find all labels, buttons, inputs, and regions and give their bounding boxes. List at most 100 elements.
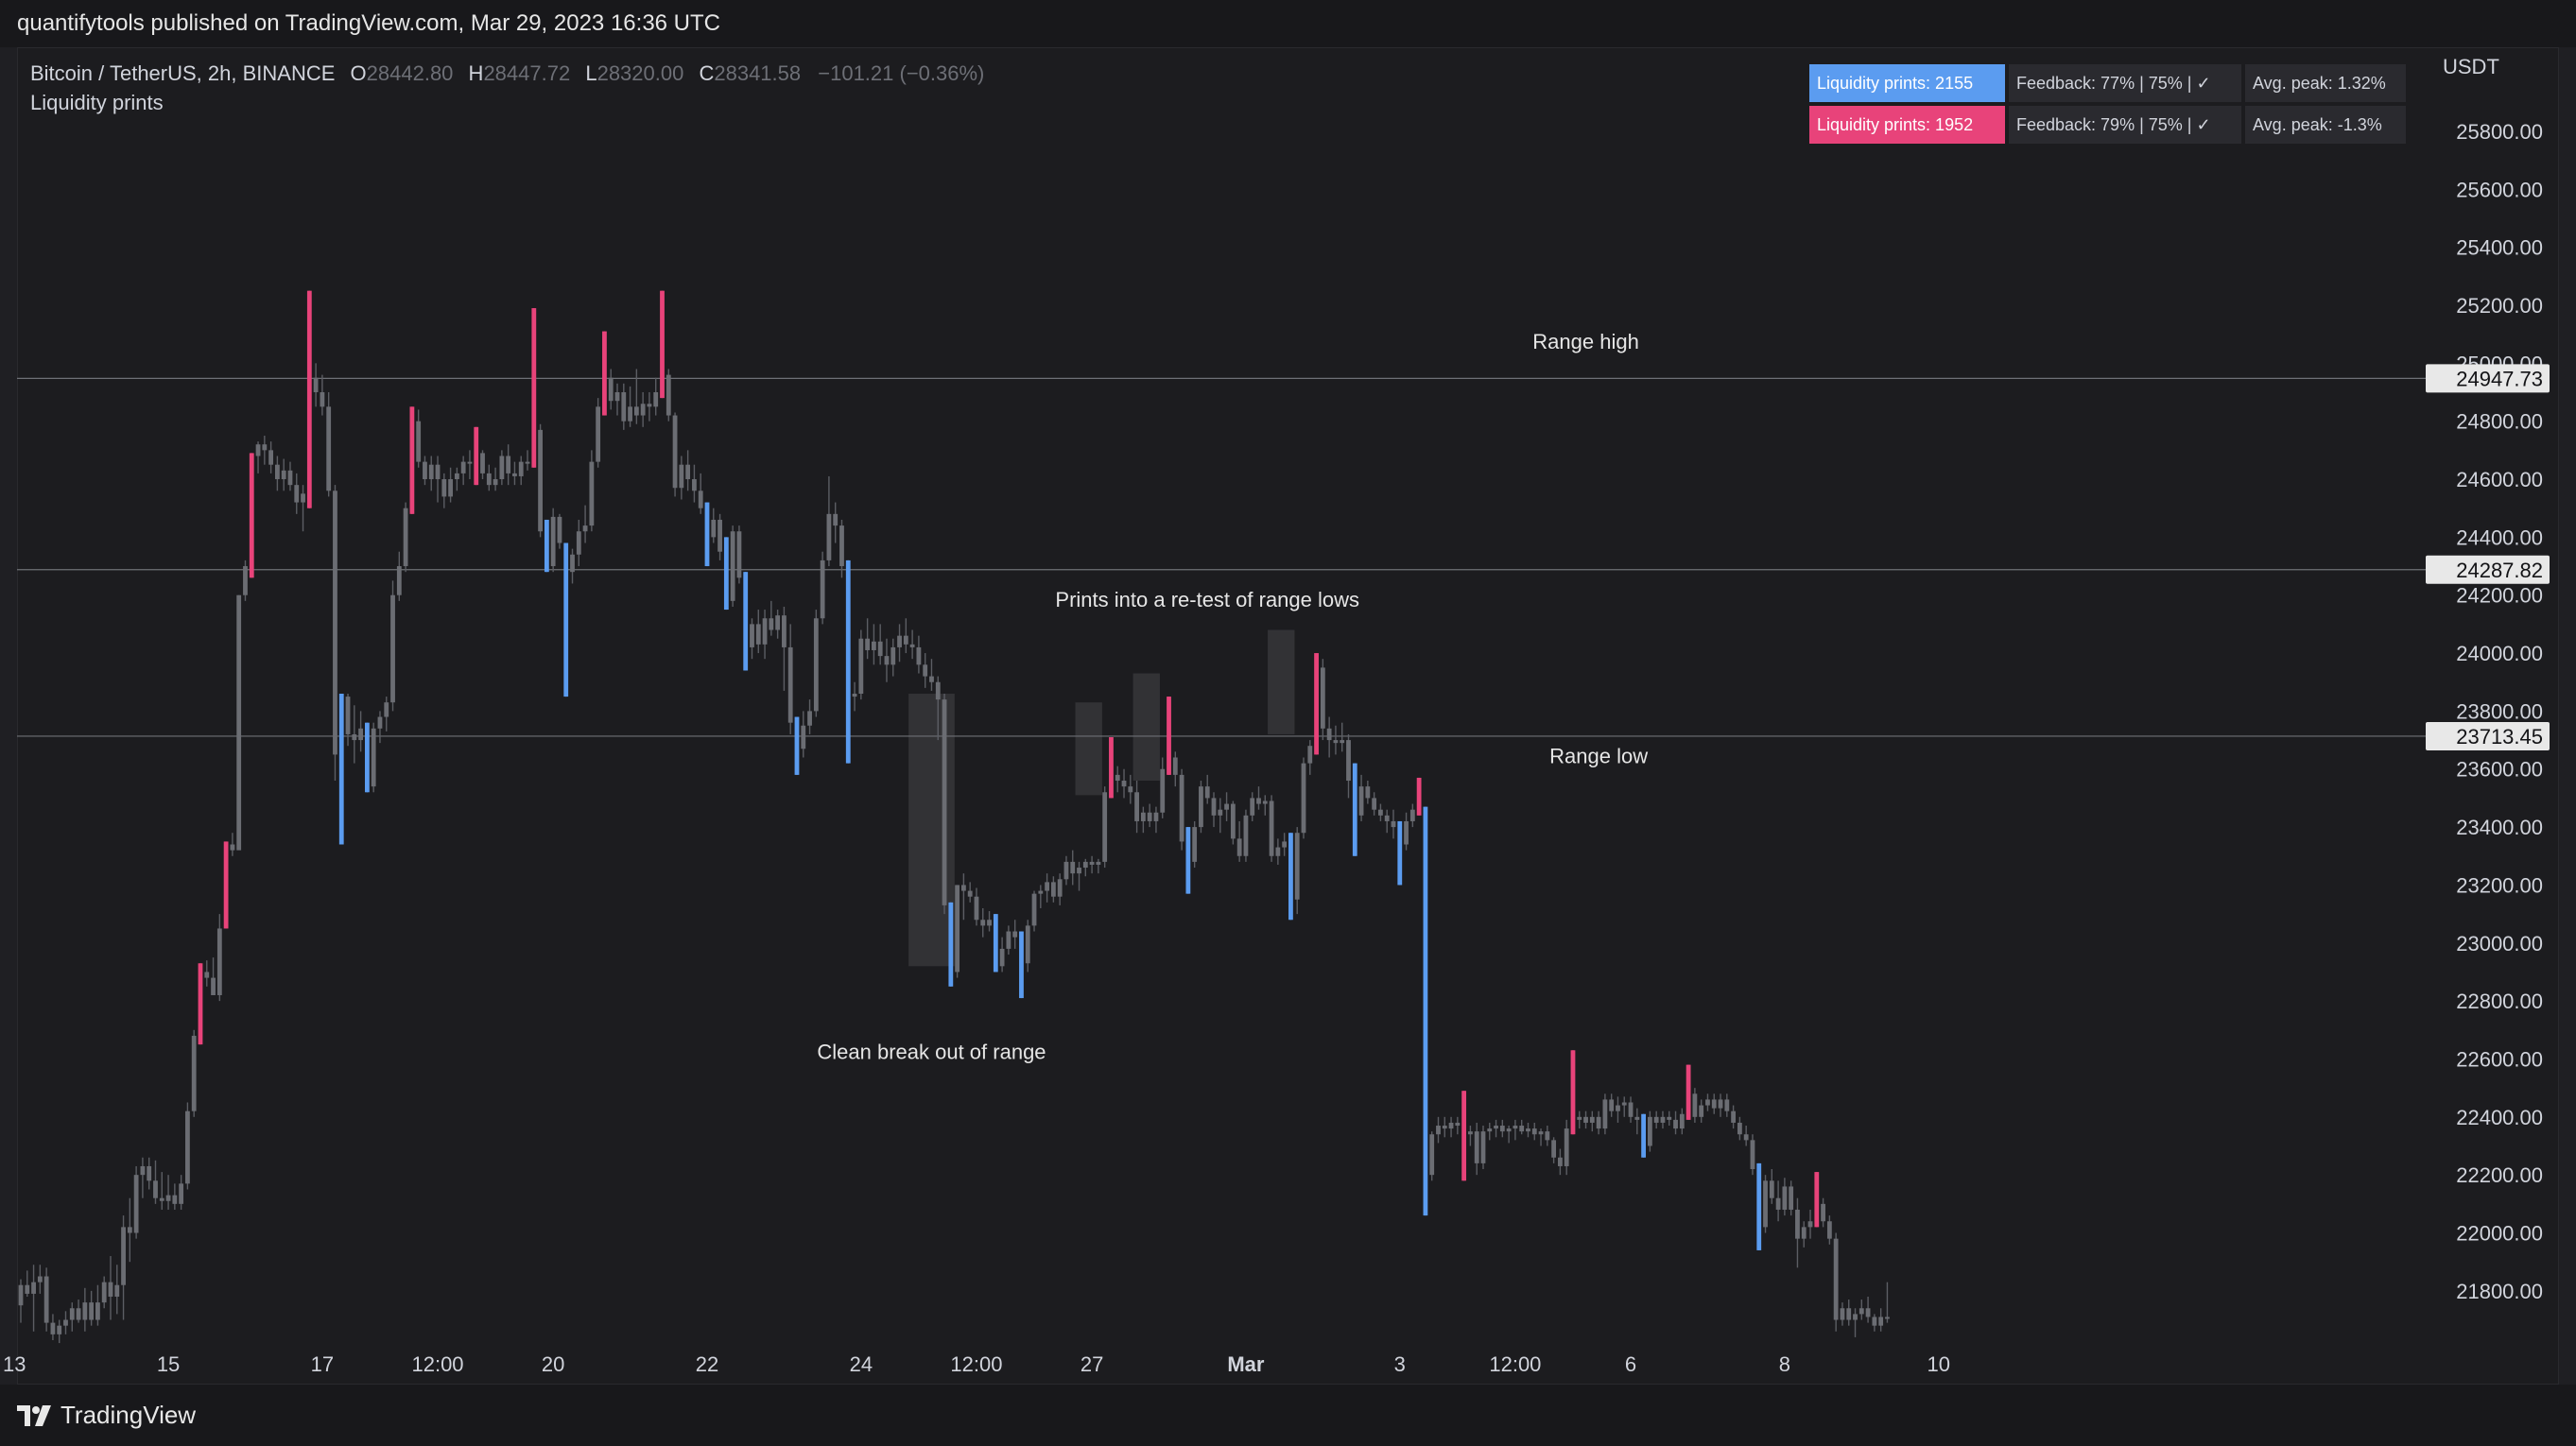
candle-body[interactable] <box>1378 809 1383 816</box>
candle-body[interactable] <box>858 638 864 694</box>
price-unit-label[interactable]: USDT <box>2443 55 2499 78</box>
candle-body[interactable] <box>63 1319 68 1326</box>
candle-body[interactable] <box>833 513 838 526</box>
candle-body[interactable] <box>467 461 473 464</box>
candle-body[interactable] <box>1147 812 1152 821</box>
candle-body[interactable] <box>1705 1099 1710 1106</box>
candle-body[interactable] <box>1192 827 1198 862</box>
candle-body[interactable] <box>935 681 941 700</box>
candle-body[interactable] <box>1307 746 1313 764</box>
candle-body[interactable] <box>628 406 632 422</box>
candle-body[interactable] <box>1077 868 1081 874</box>
candle-body[interactable] <box>1499 1126 1505 1132</box>
bearish-liquidity-print[interactable] <box>249 453 254 578</box>
candle-body[interactable] <box>1468 1131 1473 1135</box>
candle-body[interactable] <box>1089 861 1095 865</box>
bearish-liquidity-print[interactable] <box>1686 1064 1691 1120</box>
candle-body[interactable] <box>916 646 922 665</box>
candle-body[interactable] <box>872 641 876 650</box>
candle-body[interactable] <box>236 594 242 851</box>
candle-body[interactable] <box>1102 792 1108 862</box>
candle-body[interactable] <box>1775 1197 1781 1210</box>
candle-body[interactable] <box>76 1308 81 1320</box>
candle-body[interactable] <box>1140 812 1146 821</box>
candle-body[interactable] <box>396 566 402 595</box>
bullish-liquidity-print[interactable] <box>1397 820 1403 886</box>
candle-body[interactable] <box>1589 1116 1595 1123</box>
candle-body[interactable] <box>454 473 459 480</box>
candle-body[interactable] <box>1057 879 1063 897</box>
bullish-liquidity-print[interactable] <box>1423 806 1428 1216</box>
candle-body[interactable] <box>262 444 268 451</box>
bearish-liquidity-print[interactable] <box>474 426 479 486</box>
candle-body[interactable] <box>1063 861 1069 880</box>
candle-body[interactable] <box>1731 1110 1736 1123</box>
candle-body[interactable] <box>614 392 620 402</box>
candle-body[interactable] <box>216 928 222 995</box>
candle-body[interactable] <box>95 1302 100 1320</box>
candle-body[interactable] <box>955 885 960 973</box>
bearish-liquidity-print[interactable] <box>660 290 665 399</box>
candle-body[interactable] <box>1211 798 1217 816</box>
candle-body[interactable] <box>1333 740 1339 744</box>
candle-body[interactable] <box>852 694 857 697</box>
candle-body[interactable] <box>538 429 543 532</box>
candle-body[interactable] <box>1609 1099 1615 1111</box>
candle-body[interactable] <box>1660 1116 1666 1123</box>
bearish-liquidity-print[interactable] <box>1416 777 1422 816</box>
candle-body[interactable] <box>1448 1122 1454 1129</box>
candle-body[interactable] <box>179 1183 184 1204</box>
candle-body[interactable] <box>865 638 871 650</box>
candle-body[interactable] <box>596 406 601 462</box>
candle-body[interactable] <box>1436 1126 1441 1135</box>
candle-body[interactable] <box>1294 833 1300 900</box>
candle-body[interactable] <box>1070 861 1076 874</box>
candle-body[interactable] <box>121 1227 126 1285</box>
bullish-liquidity-print[interactable] <box>845 559 851 764</box>
candle-body[interactable] <box>114 1284 120 1297</box>
candle-body[interactable] <box>435 464 441 480</box>
candle-body[interactable] <box>1243 815 1249 856</box>
candle-body[interactable] <box>1795 1209 1800 1239</box>
candle-body[interactable] <box>557 516 562 543</box>
candle-body[interactable] <box>1134 792 1139 821</box>
candle-body[interactable] <box>762 618 768 645</box>
candle-body[interactable] <box>108 1282 113 1297</box>
candle-body[interactable] <box>326 406 332 491</box>
candle-body[interactable] <box>897 635 902 647</box>
candle-body[interactable] <box>1326 728 1332 741</box>
candle-body[interactable] <box>243 566 248 595</box>
candle-body[interactable] <box>377 716 383 729</box>
candle-body[interactable] <box>1807 1221 1813 1228</box>
candle-body[interactable] <box>153 1180 158 1198</box>
candle-body[interactable] <box>1821 1203 1825 1222</box>
candle-body[interactable] <box>1346 740 1351 782</box>
bullish-liquidity-print[interactable] <box>1185 827 1191 894</box>
candle-body[interactable] <box>1121 781 1127 787</box>
candle-body[interactable] <box>275 464 280 480</box>
candle-body[interactable] <box>647 404 652 407</box>
candle-body[interactable] <box>1128 786 1133 793</box>
bearish-liquidity-print[interactable] <box>198 963 203 1045</box>
candle-body[interactable] <box>782 615 787 647</box>
candle-body[interactable] <box>1737 1122 1742 1135</box>
candle-body[interactable] <box>512 473 517 476</box>
candle-body[interactable] <box>416 421 422 462</box>
candle-body[interactable] <box>82 1302 88 1320</box>
candle-body[interactable] <box>1545 1131 1550 1141</box>
candle-body[interactable] <box>1204 786 1210 799</box>
candle-body[interactable] <box>692 479 697 491</box>
candle-body[interactable] <box>1551 1140 1557 1158</box>
candle-body[interactable] <box>672 415 678 489</box>
candle-body[interactable] <box>923 664 928 677</box>
candle-body[interactable] <box>582 525 588 532</box>
candle-body[interactable] <box>801 725 806 749</box>
candle-body[interactable] <box>172 1195 178 1204</box>
candle-body[interactable] <box>1012 931 1018 938</box>
candle-body[interactable] <box>755 624 761 645</box>
candle-body[interactable] <box>1853 1314 1858 1320</box>
candle-body[interactable] <box>18 1284 24 1306</box>
candle-body[interactable] <box>268 450 274 465</box>
candle-body[interactable] <box>1153 812 1159 821</box>
